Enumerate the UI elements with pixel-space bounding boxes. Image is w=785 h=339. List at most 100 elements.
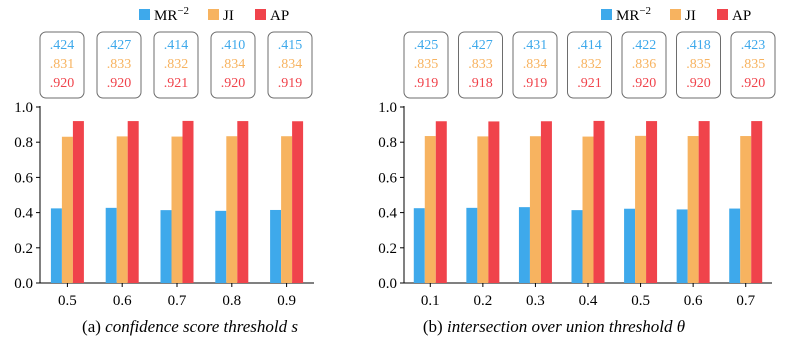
value-box: .425 .835 .919	[403, 31, 449, 99]
y-tick-label: 0.8	[14, 135, 33, 151]
value-label-ap: .919	[523, 76, 548, 91]
value-label-ap: .920	[741, 76, 766, 91]
value-label-mr: .425	[414, 38, 439, 53]
y-axis: 0.0 0.2 0.4 0.6 0.8 1.0	[378, 100, 405, 292]
value-label-mr: .427	[107, 38, 132, 53]
y-tick-label: 1.0	[14, 100, 33, 116]
legend-label-mr: MR−2	[154, 5, 189, 24]
value-label-ap: .919	[414, 76, 439, 91]
value-label-ji: .833	[468, 57, 493, 72]
value-label-mr: .415	[278, 38, 303, 53]
value-label-mr: .424	[50, 38, 75, 53]
value-box: .424 .831 .920	[39, 31, 85, 99]
value-label-ji: .834	[523, 57, 548, 72]
value-label-mr: .414	[577, 38, 602, 53]
x-axis: 0.5 0.6 0.7 0.8 0.9	[40, 282, 314, 309]
bar-ap	[488, 121, 500, 283]
legend-swatch-ji	[670, 9, 681, 20]
value-box: .422 .836 .920	[621, 31, 667, 99]
value-label-ji: .832	[577, 57, 602, 72]
value-box-frame	[567, 31, 612, 99]
x-tick-label: 0.7	[168, 293, 187, 309]
x-tick-label: 0.4	[579, 293, 598, 309]
bar-mr	[518, 207, 530, 283]
x-tick-label: 0.6	[113, 293, 132, 309]
bar-ji	[635, 135, 647, 283]
value-label-ap: .920	[107, 76, 132, 91]
legend-item-mr: MR−2	[601, 5, 651, 24]
value-label-ap: .920	[686, 76, 711, 91]
value-box-frame	[676, 31, 721, 99]
bar-ap	[593, 120, 605, 284]
x-tick-label: 0.3	[526, 293, 545, 309]
value-label-mr: .410	[221, 38, 246, 53]
caption: (a) confidence score threshold s	[82, 317, 298, 336]
value-label-mr: .423	[741, 38, 766, 53]
y-tick-label: 0.2	[14, 241, 33, 257]
value-label-ji: .835	[686, 57, 711, 72]
value-label-ji: .835	[741, 57, 766, 72]
chart-a: MR−2 JI AP .424 .831 .920 .427 .833 .920 .414 .832…	[14, 5, 314, 336]
value-label-mr: .414	[164, 38, 189, 53]
legend: MR−2 JI AP	[601, 5, 751, 24]
bar-mr	[413, 208, 425, 283]
value-label-mr: .422	[632, 38, 657, 53]
legend-label-ap: AP	[270, 8, 289, 24]
value-label-ap: .921	[164, 76, 189, 91]
y-tick-label: 0.2	[378, 241, 397, 257]
y-axis: 0.0 0.2 0.4 0.6 0.8 1.0	[14, 100, 41, 292]
value-label-ji: .835	[414, 57, 439, 72]
caption: (b) intersection over union threshold θ	[423, 317, 685, 336]
value-label-ji: .833	[107, 57, 132, 72]
legend: MR−2 JI AP	[139, 5, 289, 24]
y-tick-label: 0.4	[378, 206, 397, 222]
legend-item-mr: MR−2	[139, 5, 189, 24]
legend-label-ji: JI	[223, 8, 234, 24]
x-tick-label: 0.7	[736, 293, 755, 309]
bar-mr	[466, 207, 478, 283]
legend-swatch-mr	[601, 9, 612, 20]
bar-ap	[237, 121, 249, 283]
value-label-mr: .431	[523, 38, 548, 53]
value-box: .423 .835 .920	[730, 31, 776, 99]
bar-ji	[171, 136, 183, 283]
bar-ji	[281, 136, 293, 283]
y-tick-label: 0.0	[378, 276, 397, 292]
y-tick-label: 0.4	[14, 206, 33, 222]
value-label-ji: .834	[221, 57, 246, 72]
x-tick-label: 0.9	[277, 293, 296, 309]
bar-ji	[582, 136, 594, 283]
bar-ji	[687, 136, 699, 283]
value-box-frame	[403, 31, 449, 99]
value-label-ji: .831	[50, 57, 75, 72]
bar-ji	[116, 136, 128, 283]
bar-ap	[646, 121, 658, 283]
bar-mr	[215, 210, 227, 283]
bar-ap	[540, 121, 552, 283]
bar-ji	[477, 136, 489, 283]
legend-swatch-mr	[139, 9, 150, 20]
value-box: .414 .832 .921	[567, 31, 612, 99]
value-box: .415 .834 .919	[267, 31, 313, 99]
value-box: .410 .834 .920	[210, 31, 256, 99]
bar-ap	[435, 121, 447, 283]
legend-swatch-ap	[717, 9, 728, 20]
value-box: .427 .833 .920	[96, 31, 142, 99]
value-box-frame	[153, 31, 199, 99]
bar-ap	[751, 121, 763, 283]
value-box: .431 .834 .919	[512, 31, 558, 99]
value-label-ap: .920	[221, 76, 246, 91]
x-tick-label: 0.8	[222, 293, 241, 309]
legend-item-ap: AP	[255, 8, 289, 24]
value-box: .414 .832 .921	[153, 31, 199, 99]
bar-mr	[624, 208, 636, 283]
x-tick-label: 0.5	[631, 293, 650, 309]
bar-ap	[127, 121, 139, 283]
legend-label-ap: AP	[732, 8, 751, 24]
value-box: .418 .835 .920	[676, 31, 721, 99]
bar-mr	[50, 208, 62, 283]
value-label-ap: .921	[577, 76, 602, 91]
y-tick-label: 0.0	[14, 276, 33, 292]
bar-ji	[740, 136, 752, 283]
